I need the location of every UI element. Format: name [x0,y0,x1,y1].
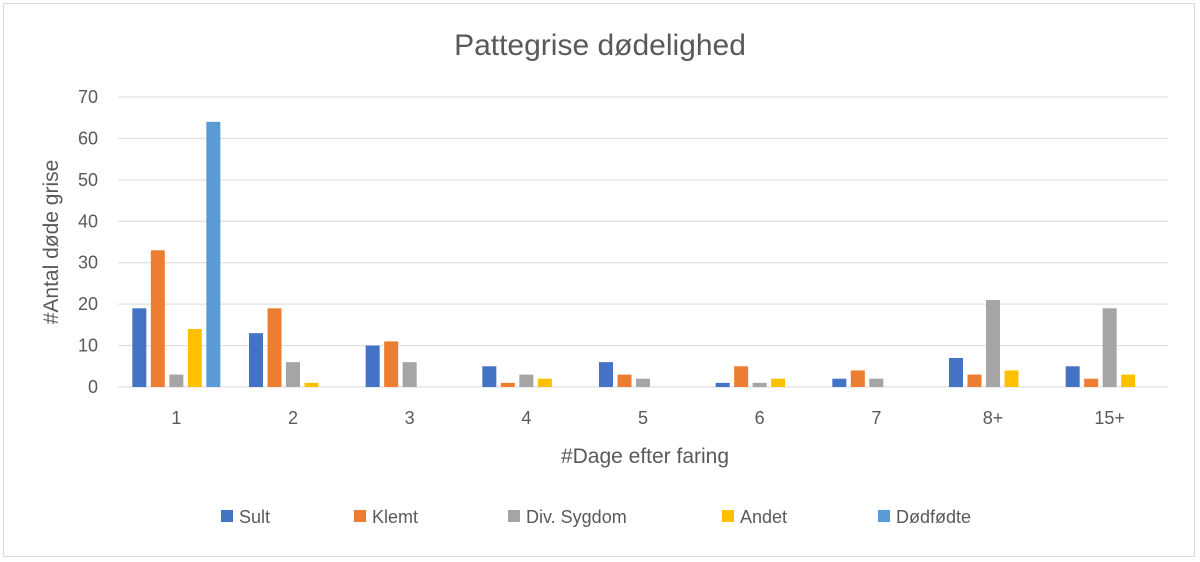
legend-swatch [878,510,890,522]
legend-label: Andet [740,507,787,527]
x-axis-title: #Dage efter faring [561,445,729,468]
bar-andet-8+ [1004,370,1019,387]
bar-sult-6 [715,382,730,387]
legend-swatch [508,510,520,522]
bar-andet-15+ [1121,374,1136,387]
bar-div-sygdom-5 [636,378,650,387]
y-tick-label: 50 [78,170,98,190]
bar-klemt-15+ [1084,378,1099,387]
x-tick-label: 1 [171,408,181,428]
legend-label: Klemt [372,507,418,527]
bar-div-sygdom-3 [402,362,417,387]
x-tick-label: 8+ [983,408,1004,428]
y-tick-label: 70 [78,87,98,107]
bar-sult-4 [482,366,497,387]
legend-label: Dødfødte [896,507,971,527]
y-axis-ticks: 0 10 20 30 40 50 60 70 [78,87,98,397]
y-tick-label: 30 [78,253,98,273]
legend-swatch [722,510,734,522]
y-tick-label: 0 [88,377,98,397]
y-axis-title: #Antal døde grise [40,160,63,325]
bar-klemt-6 [734,366,749,387]
bar-div-sygdom-1 [169,374,184,387]
x-tick-label: 3 [405,408,415,428]
bars [132,121,1136,387]
bar-klemt-5 [617,374,632,387]
bar-klemt-3 [384,341,399,387]
x-tick-label: 2 [288,408,298,428]
y-tick-label: 20 [78,294,98,314]
y-tick-label: 40 [78,211,98,231]
legend-swatch [354,510,366,522]
bar-andet-2 [304,382,319,387]
x-tick-label: 6 [755,408,765,428]
legend-swatch [221,510,233,522]
y-tick-label: 60 [78,128,98,148]
bar-div-sygdom-7 [869,378,884,387]
bar-div-sygdom-2 [286,362,300,387]
legend-label: Sult [239,507,270,527]
x-tick-label: 5 [638,408,648,428]
bar-div-sygdom-8+ [986,300,1000,387]
bar-klemt-2 [267,308,282,387]
bar-klemt-8+ [967,374,982,387]
x-tick-label: 4 [521,408,531,428]
bar-sult-3 [365,345,380,387]
bar-sult-5 [599,362,613,387]
y-tick-label: 10 [78,336,98,356]
legend: Sult Klemt Div. Sygdom Andet Dødfødte [221,507,971,527]
chart-frame [3,3,1195,557]
bar-klemt-1 [150,250,165,387]
legend-label: Div. Sygdom [526,507,627,527]
bar-sult-8+ [949,358,963,387]
bar-sult-2 [249,333,263,387]
x-tick-label: 15+ [1094,408,1125,428]
bar-andet-4 [537,378,552,387]
bar-div-sygdom-6 [752,382,767,387]
bar-sult-15+ [1065,366,1080,387]
bar-sult-7 [832,378,847,387]
bar-klemt-4 [500,382,515,387]
x-tick-label: 7 [871,408,881,428]
bar-div-sygdom-4 [519,374,534,387]
bar-div-sygdom-15+ [1102,308,1117,387]
bar-klemt-7 [850,370,865,387]
bar-dødfødte-1 [206,121,221,387]
chart-title: Pattegrise dødelighed [454,29,746,62]
bar-sult-1 [132,308,147,387]
bar-andet-1 [187,329,202,387]
x-axis-ticks: 1 2 3 4 5 6 7 8+ 15+ [171,408,1125,428]
bar-andet-6 [771,378,786,387]
